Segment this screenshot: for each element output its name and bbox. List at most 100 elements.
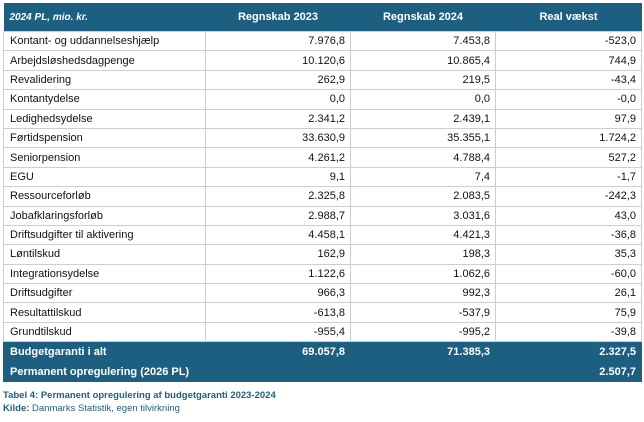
table-row: Seniorpension 4.261,2 4.788,4 527,2 [3,147,642,168]
table-header: 2024 PL, mio. kr. Regnskab 2023 Regnskab… [3,3,642,32]
value-2023: 4.458,1 [205,224,351,246]
value-2023: -955,4 [205,321,351,343]
value-2024: 7,4 [350,166,496,188]
table-row: EGU 9,1 7,4 -1,7 [3,166,642,188]
value-2023: 262,9 [205,69,351,91]
table-row: Førtidspension 33.630,9 35.355,1 1.724,2 [3,127,642,149]
value-2024: 4.788,4 [350,147,496,168]
value-real-growth: -39,8 [495,321,642,343]
table-row: Løntilskud 162,9 198,3 35,3 [3,244,642,265]
value-2024: 1.062,6 [350,263,496,285]
source-label: Kilde: [3,403,30,414]
value-2024: 2.439,1 [350,108,496,129]
value-2024: 71.385,3 [350,341,496,363]
table-body: Kontant- og uddannelseshjælp 7.976,8 7.453… [3,30,642,383]
value-real-growth: -43,4 [495,69,642,91]
value-2024: 992,3 [350,283,496,304]
value-real-growth: 97,9 [495,108,642,129]
value-2024: 10.865,4 [350,50,496,71]
row-label: Driftsudgifter [3,283,206,304]
table-row: Integrationsydelse 1.122,6 1.062,6 -60,0 [3,263,642,285]
table-row: Driftsudgifter til aktivering 4.458,1 4.42… [3,224,642,246]
row-label: Arbejdsløshedsdagpenge [3,50,206,71]
total-row: Budgetgaranti i alt 69.057,8 71.385,3 2.327… [3,341,642,363]
value-2023: 162,9 [205,244,351,265]
table-row: Ledighedsydelse 2.341,2 2.439,1 97,9 [3,108,642,129]
value-real-growth: 35,3 [495,244,642,265]
value-2024: 3.031,6 [350,205,496,226]
value-2023: 4.261,2 [205,147,351,168]
caption-title: Tabel 4: Permanent opregulering af budge… [3,390,276,401]
row-label: Ressourceforløb [3,186,206,207]
row-label: Førtidspension [3,127,206,149]
source-text: Danmarks Statistik, egen tilvirkning [32,403,180,414]
value-2024: -995,2 [350,321,496,343]
row-label: Revalidering [3,69,206,91]
table-row: Kontantydelse 0,0 0,0 -0,0 [3,89,642,110]
total-row: Permanent opregulering (2026 PL) 2.507,7 [3,361,642,383]
row-label: Budgetgaranti i alt [3,341,206,363]
value-2023: 2.325,8 [205,186,351,207]
caption-source: Kilde: Danmarks Statistik, egen tilvirkn… [3,402,276,415]
value-real-growth: -0,0 [495,89,642,110]
row-label: Integrationsydelse [3,263,206,285]
header-regnskab-2023: Regnskab 2023 [205,3,351,32]
value-real-growth: 744,9 [495,50,642,71]
row-label: Jobafklaringsforløb [3,205,206,226]
value-real-growth: 75,9 [495,302,642,323]
table-row: Resultattilskud -613,8 -537,9 75,9 [3,302,642,323]
value-2023: 0,0 [205,89,351,110]
value-2024: 4.421,3 [350,224,496,246]
value-real-growth: 2.327,5 [495,341,642,363]
value-2023: 33.630,9 [205,127,351,149]
table-row: Revalidering 262,9 219,5 -43,4 [3,69,642,91]
budget-guarantee-table: 2024 PL, mio. kr. Regnskab 2023 Regnskab… [3,3,642,383]
table-caption: Tabel 4: Permanent opregulering af budge… [3,389,276,415]
table-row: Driftsudgifter 966,3 992,3 26,1 [3,283,642,304]
value-2023: 2.988,7 [205,205,351,226]
row-label: Driftsudgifter til aktivering [3,224,206,246]
table-row: Jobafklaringsforløb 2.988,7 3.031,6 43,0 [3,205,642,226]
row-label: Kontantydelse [3,89,206,110]
header-unit-label: 2024 PL, mio. kr. [3,3,206,32]
row-label: EGU [3,166,206,188]
value-2023: 69.057,8 [205,341,351,363]
table-row: Ressourceforløb 2.325,8 2.083,5 -242,3 [3,186,642,207]
value-real-growth: -36,8 [495,224,642,246]
row-label: Ledighedsydelse [3,108,206,129]
value-2023: -613,8 [205,302,351,323]
value-2023: 2.341,2 [205,108,351,129]
value-2024: 0,0 [350,89,496,110]
value-2024: 7.453,8 [350,30,496,52]
row-label: Seniorpension [3,147,206,168]
value-2024: 2.083,5 [350,186,496,207]
value-2024: 198,3 [350,244,496,265]
value-2024 [350,361,496,383]
value-2024: -537,9 [350,302,496,323]
value-2023: 9,1 [205,166,351,188]
value-real-growth: 527,2 [495,147,642,168]
header-real-growth: Real vækst [495,3,642,32]
value-real-growth: -242,3 [495,186,642,207]
value-real-growth: 26,1 [495,283,642,304]
value-2023: 10.120,6 [205,50,351,71]
header-row: 2024 PL, mio. kr. Regnskab 2023 Regnskab… [3,3,642,32]
row-label: Permanent opregulering (2026 PL) [3,361,206,383]
value-2023: 1.122,6 [205,263,351,285]
row-label: Kontant- og uddannelseshjælp [3,30,206,52]
row-label: Løntilskud [3,244,206,265]
value-real-growth: -60,0 [495,263,642,285]
table-row: Kontant- og uddannelseshjælp 7.976,8 7.453… [3,30,642,52]
value-2023 [205,361,351,383]
value-real-growth: 1.724,2 [495,127,642,149]
value-real-growth: 43,0 [495,205,642,226]
value-real-growth: -523,0 [495,30,642,52]
header-regnskab-2024: Regnskab 2024 [350,3,496,32]
value-2023: 966,3 [205,283,351,304]
value-real-growth: 2.507,7 [495,361,642,383]
value-real-growth: -1,7 [495,166,642,188]
value-2023: 7.976,8 [205,30,351,52]
value-2024: 219,5 [350,69,496,91]
table-row: Arbejdsløshedsdagpenge 10.120,6 10.865,4 74… [3,50,642,71]
